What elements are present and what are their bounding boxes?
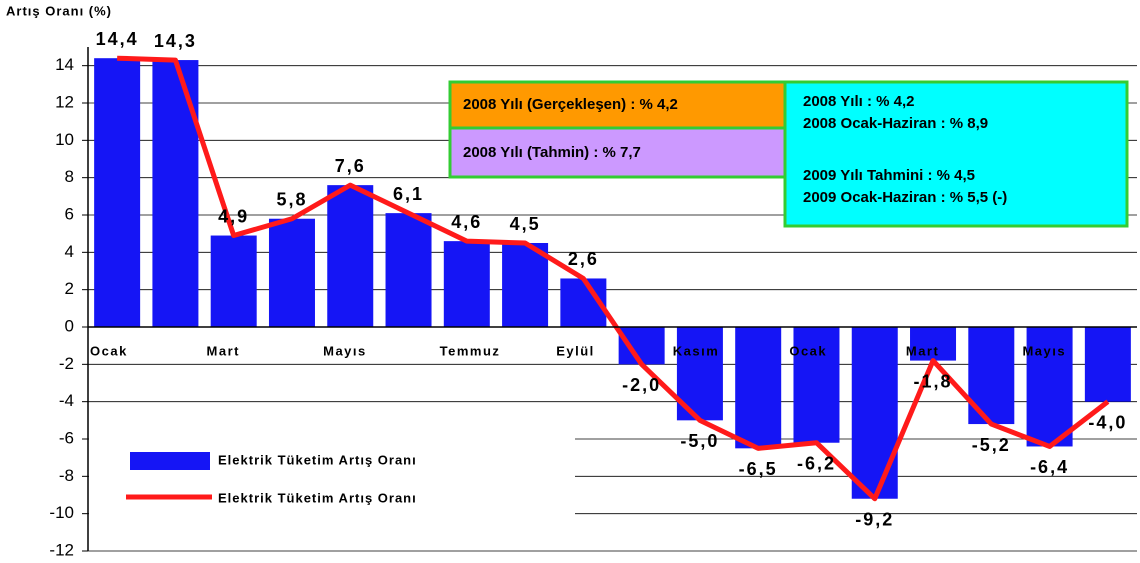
legend-label: Elektrik Tüketim Artış Oranı: [218, 490, 417, 505]
bar: [327, 185, 374, 327]
annotation-text: 2009 Ocak-Haziran : % 5,5 (-): [803, 189, 1007, 206]
y-tick-label: -6: [59, 428, 74, 447]
value-label: -9,2: [855, 509, 894, 529]
legend-label: Elektrik Tüketim Artış Oranı: [218, 452, 417, 467]
bar: [443, 241, 490, 327]
value-label: -2,0: [622, 375, 661, 395]
y-tick-label: 14: [55, 55, 74, 74]
bar: [210, 235, 257, 327]
value-label: -6,5: [739, 459, 778, 479]
line: [117, 55, 1110, 502]
y-tick-label: -4: [59, 391, 74, 410]
bar: [385, 213, 432, 327]
annotation-box: [783, 80, 1129, 228]
legend-background: [89, 432, 575, 550]
value-label: 5,8: [276, 189, 307, 209]
x-tick-label: Mayıs: [323, 343, 367, 358]
y-tick-label: -12: [49, 540, 74, 559]
value-label: -6,2: [797, 453, 836, 473]
y-tick-label: -2: [59, 354, 74, 373]
value-label: 14,3: [154, 31, 197, 51]
y-tick-label: -8: [59, 466, 74, 485]
bar: [851, 327, 898, 499]
y-tick-label: -10: [49, 503, 74, 522]
x-tick-label: Kasım: [673, 343, 720, 358]
value-label: -1,8: [914, 371, 953, 391]
value-label: 7,6: [335, 156, 366, 176]
x-tick-label: Mart: [207, 343, 240, 358]
bar: [618, 327, 665, 365]
bar: [910, 327, 957, 361]
value-label: 14,4: [96, 29, 139, 49]
value-label: 2,6: [568, 249, 599, 269]
annotation-text: 2008 Yılı (Tahmin) : % 7,7: [463, 144, 641, 161]
value-label: -4,0: [1088, 412, 1127, 432]
x-tick-label: Ocak: [90, 343, 128, 358]
value-label: 4,9: [218, 206, 249, 226]
value-label: 4,5: [510, 214, 541, 234]
value-label: -6,4: [1030, 457, 1069, 477]
annotation-text: 2008 Ocak-Haziran : % 8,9: [803, 115, 988, 132]
y-tick-label: 4: [65, 242, 74, 261]
bar: [735, 327, 782, 449]
value-label: 4,6: [451, 212, 482, 232]
bar: [793, 327, 840, 443]
y-tick-label: 10: [55, 130, 74, 149]
legend-swatch: [130, 452, 210, 470]
value-label: -5,0: [680, 431, 719, 451]
bar: [1084, 327, 1131, 402]
bar: [268, 218, 315, 327]
y-axis-label: Artış Oranı (%): [6, 3, 112, 18]
y-tick-label: 0: [65, 316, 74, 335]
annotation-text: 2009 Yılı Tahmini : % 4,5: [803, 167, 975, 184]
bar: [502, 243, 549, 327]
y-tick-label: 12: [55, 92, 74, 111]
x-tick-label: Ocak: [789, 343, 827, 358]
y-tick-label: 8: [65, 167, 74, 186]
bar: [94, 58, 141, 327]
y-tick-label: 6: [65, 204, 74, 223]
x-tick-label: Mayıs: [1022, 343, 1066, 358]
value-label: 6,1: [393, 184, 424, 204]
x-tick-label: Mart: [906, 343, 939, 358]
x-tick-label: Eylül: [556, 343, 595, 358]
annotation-text: 2008 Yılı (Gerçekleşen) : % 4,2: [463, 96, 678, 113]
value-label: -5,2: [972, 435, 1011, 455]
bar: [1026, 327, 1073, 447]
y-tick-label: 2: [65, 279, 74, 298]
annotation-text: 2008 Yılı : % 4,2: [803, 93, 914, 110]
bar: [152, 60, 199, 328]
x-tick-label: Temmuz: [440, 343, 501, 358]
